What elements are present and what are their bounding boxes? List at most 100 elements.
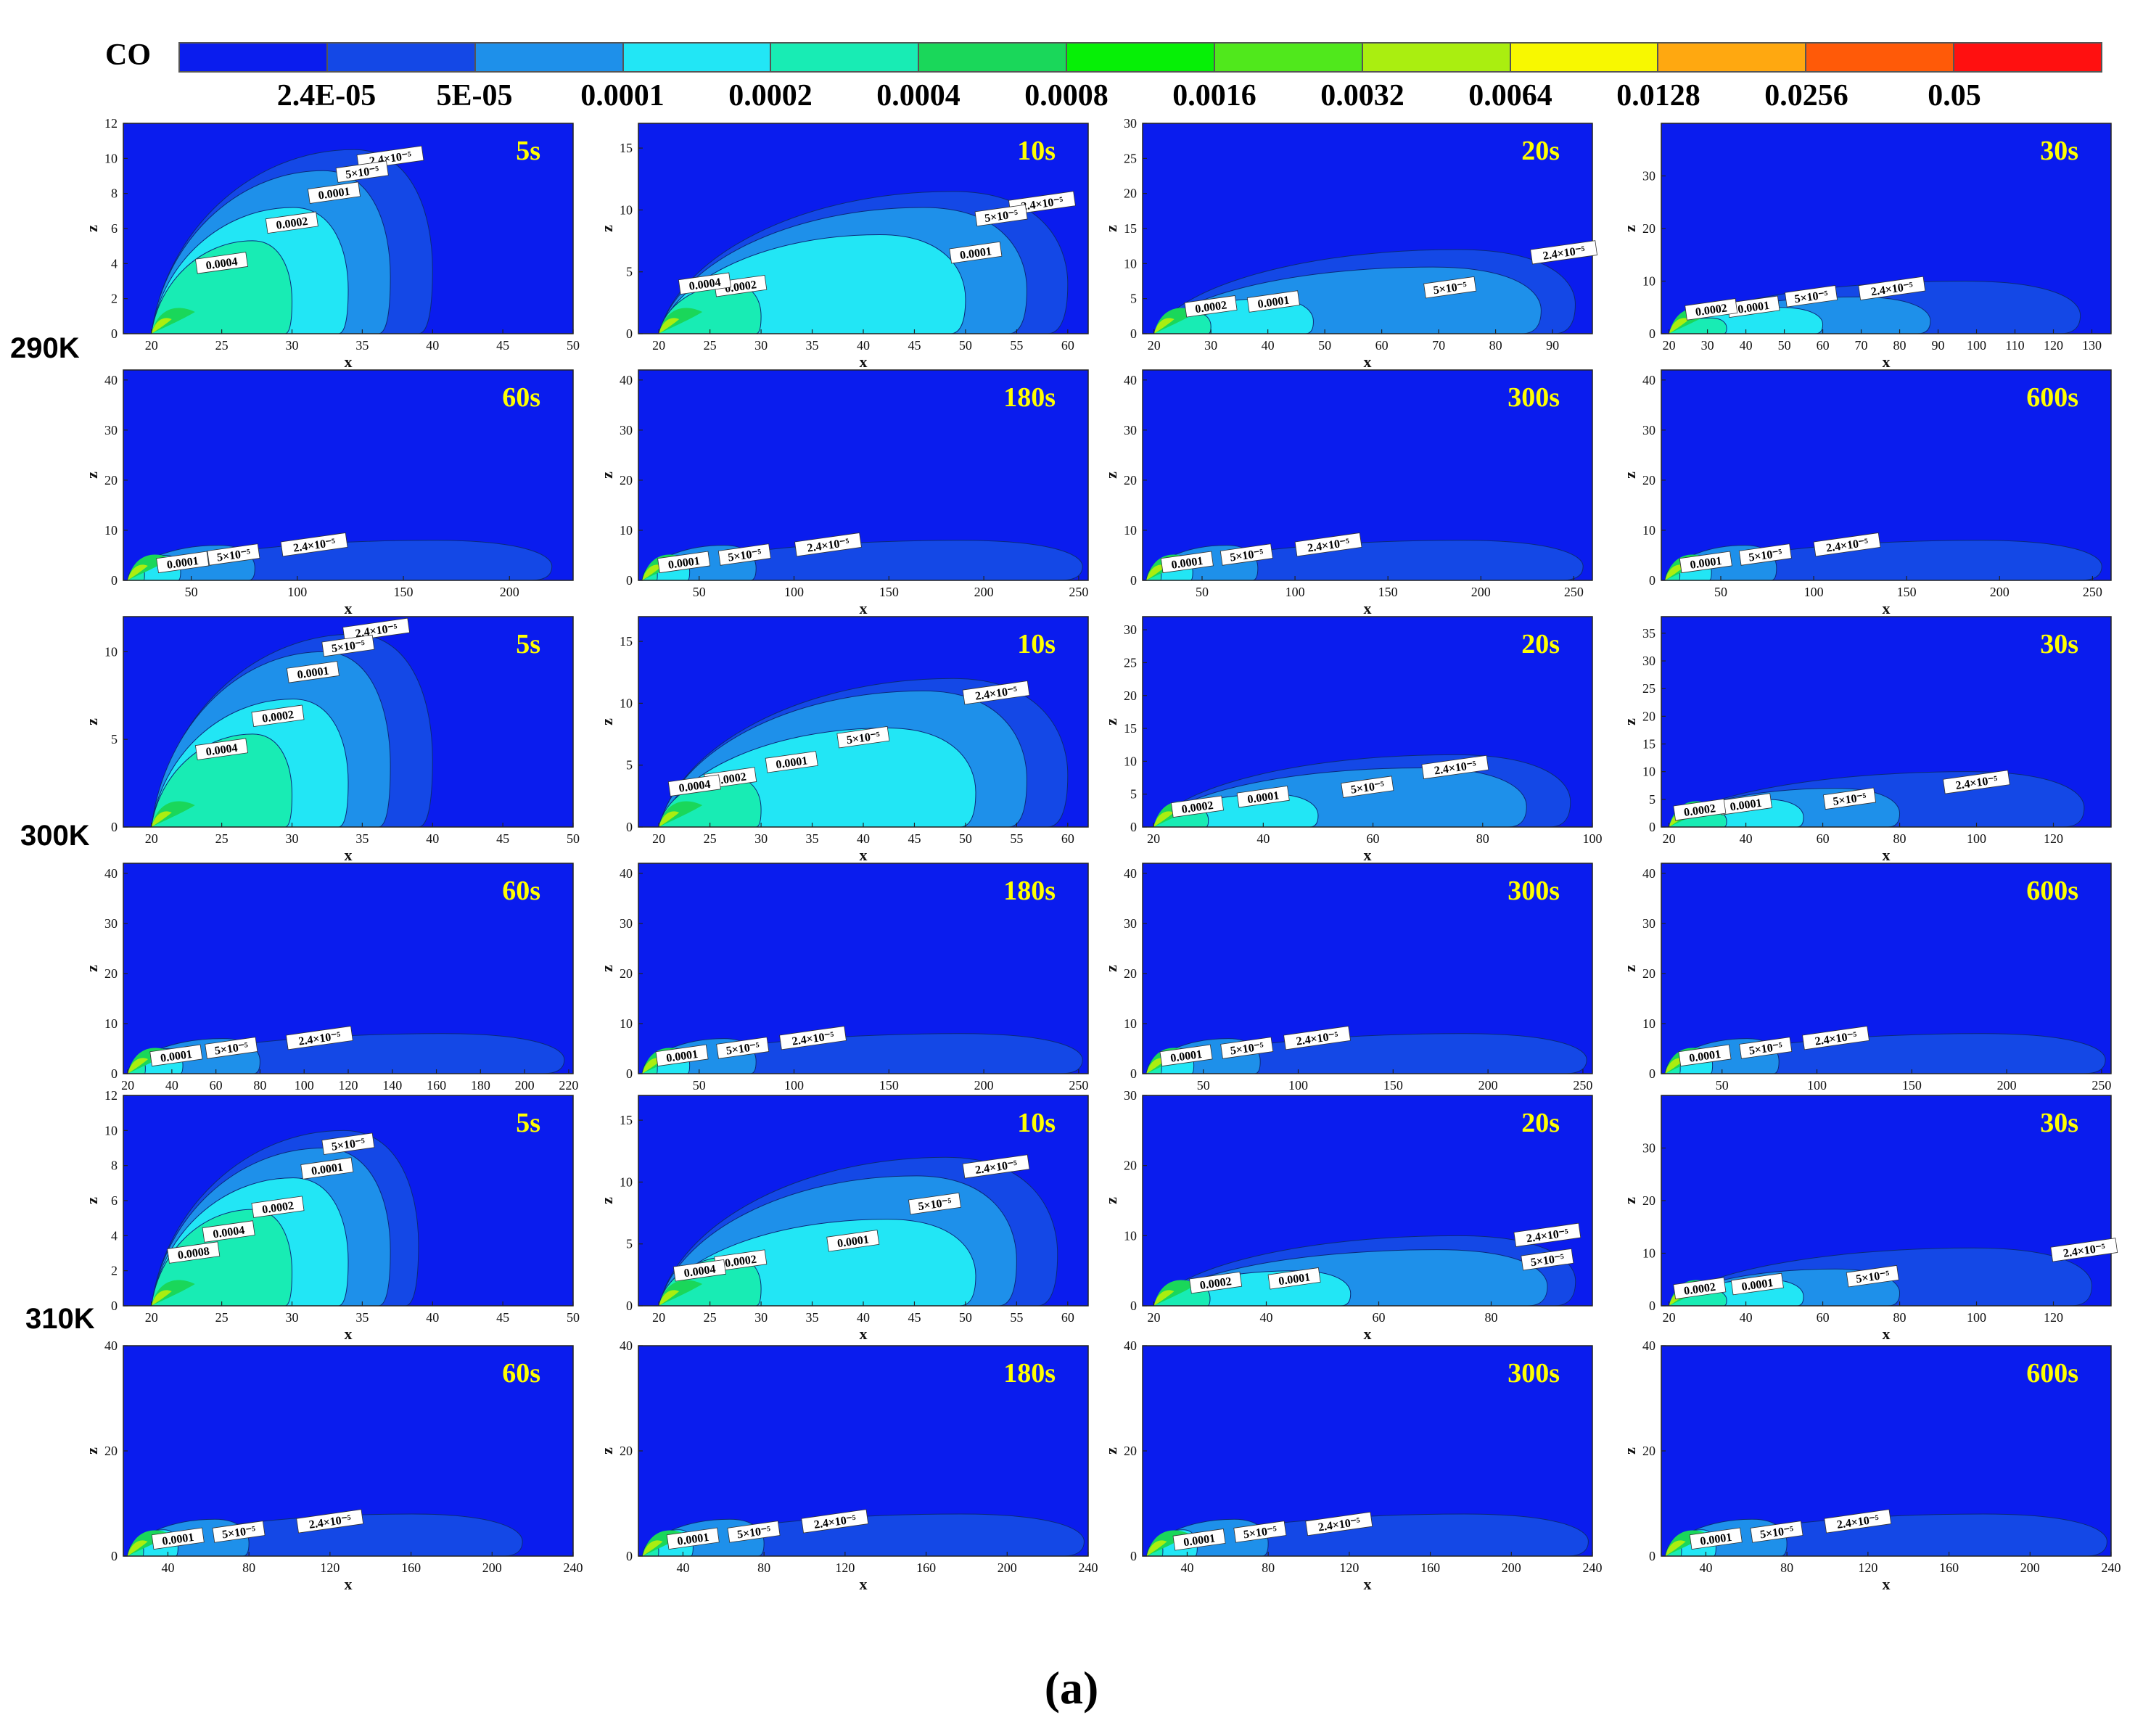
y-tick-label: 30 (1124, 622, 1137, 637)
x-tick-label: 80 (757, 1560, 770, 1575)
y-tick-label: 10 (1124, 523, 1137, 538)
source-core-inner (642, 1540, 663, 1556)
contour-label-box (321, 634, 375, 657)
contour-label: 5×10⁻⁵ (321, 1132, 375, 1155)
y-tick-label: 20 (1124, 1444, 1137, 1458)
source-core (659, 1280, 703, 1306)
y-tick-label: 30 (1642, 423, 1655, 437)
contour-label-box (962, 1154, 1030, 1179)
contour-label-text: 0.0001 (318, 186, 351, 202)
time-label: 10s (1017, 1108, 1056, 1138)
contour-label: 0.0004 (667, 774, 721, 797)
contour-label-text: 0.0001 (1171, 555, 1204, 572)
x-tick-label: 220 (559, 1078, 578, 1093)
y-tick-label: 0 (1130, 326, 1137, 341)
contour-plot-svg: 20 25 30 35 40 45 50 55 60 0 5 10 15 x z 2.4×10⁻⁵ 5×10⁻⁵… (598, 1095, 1089, 1343)
source-core (659, 308, 703, 334)
y-tick-label: 0 (626, 1549, 633, 1563)
y-tick-label: 30 (104, 916, 118, 931)
time-label: 30s (2040, 1108, 2078, 1138)
contour-label: 5×10⁻⁵ (727, 1521, 781, 1543)
x-tick-label: 40 (1740, 1310, 1753, 1325)
source-core-inner (659, 1290, 680, 1306)
y-tick-label: 30 (1124, 916, 1137, 931)
contour-plot-svg: 20406080100120140160180200220010203040xz… (83, 863, 578, 1111)
x-tick-label: 60 (1817, 831, 1830, 846)
y-tick-label: 8 (111, 186, 118, 201)
contour-label-box (826, 1230, 880, 1252)
contour-label-text: 5×10⁻⁵ (918, 1196, 953, 1213)
x-tick-label: 200 (998, 1560, 1017, 1575)
contour-label-box (1750, 1521, 1803, 1543)
source-core-inner (1665, 1540, 1686, 1556)
x-tick-label: 150 (879, 585, 899, 599)
x-tick-label: 50 (959, 831, 972, 846)
contour-label: 2.4×10⁻⁵ (1283, 1026, 1351, 1050)
y-axis-label: z (83, 225, 101, 232)
y-axis-label: z (83, 1197, 101, 1204)
contour-label: 0.0001 (1246, 290, 1300, 313)
y-tick-label: 40 (620, 866, 633, 881)
source-core-inner (659, 318, 680, 334)
x-tick-label: 40 (857, 338, 870, 353)
time-label: 600s (2026, 382, 2078, 413)
x-tick-label: 200 (1997, 1078, 2017, 1093)
contour-label: 5×10⁻⁵ (1521, 1248, 1574, 1271)
y-tick-label: 0 (1130, 1299, 1137, 1313)
contour-label-box (1802, 1026, 1870, 1050)
time-label: 5s (516, 1108, 540, 1138)
y-tick-label: 0 (626, 573, 633, 588)
x-tick-label: 250 (1069, 585, 1088, 599)
contour-label-box (1294, 532, 1362, 557)
x-tick-label: 80 (1485, 1310, 1498, 1325)
source-core (151, 801, 195, 827)
y-tick-label: 20 (1642, 221, 1655, 236)
contour-label: 5×10⁻⁵ (1738, 543, 1792, 566)
contour-label: 5×10⁻⁵ (1341, 776, 1394, 798)
contour-label: 0.0001 (826, 1230, 880, 1252)
x-tick-label: 40 (1180, 1560, 1193, 1575)
source-core-inner (1146, 564, 1167, 580)
time-label: 10s (1017, 629, 1056, 659)
contour-label-text: 0.0004 (678, 778, 712, 795)
time-label: 600s (2026, 1358, 2078, 1389)
y-tick-label: 10 (620, 1016, 633, 1031)
x-tick-label: 150 (879, 1078, 899, 1093)
y-tick-label: 20 (1642, 473, 1655, 488)
contour-label-box (1267, 1267, 1321, 1290)
legend-color-cell (180, 44, 328, 71)
contour-panel: 20406080100120140160180200220010203040xz… (73, 857, 588, 1119)
contour-label-text: 0.0004 (688, 276, 722, 293)
y-tick-label: 10 (104, 1016, 118, 1031)
x-tick-label: 50 (959, 1310, 972, 1325)
plot-frame (638, 863, 1089, 1074)
time-label: 5s (516, 136, 540, 166)
legend-color-cell (1658, 44, 1807, 71)
contour-label: 0.0004 (678, 272, 731, 295)
legend-labels: 2.4E-05 5E-05 0.0001 0.0002 0.0004 0.0008 0.00… (0, 78, 2143, 122)
contour-label-text: 0.0002 (1194, 299, 1227, 316)
contour-label: 0.0002 (251, 704, 305, 727)
x-tick-label: 60 (1373, 1310, 1386, 1325)
x-tick-label: 200 (2020, 1560, 2040, 1575)
contour-label: 5×10⁻⁵ (205, 1037, 258, 1059)
contour-label-box (286, 661, 340, 683)
contour-label: 0.0001 (1236, 786, 1290, 808)
x-tick-label: 80 (242, 1560, 255, 1575)
legend-color-cell (1214, 44, 1363, 71)
contour-label-box (335, 160, 389, 183)
contour-label-text: 0.0001 (665, 1048, 699, 1065)
y-tick-label: 0 (1649, 820, 1655, 834)
contour-label: 0.0001 (1160, 551, 1214, 574)
x-tick-label: 40 (1740, 338, 1753, 353)
contour-label-text: 0.0002 (1683, 1281, 1716, 1298)
contour-label: 0.0002 (1170, 795, 1224, 818)
x-tick-label: 150 (1902, 1078, 1922, 1093)
x-tick-label: 55 (1010, 1310, 1023, 1325)
x-axis-label: x (1364, 599, 1372, 617)
y-tick-label: 0 (1130, 1549, 1137, 1563)
x-tick-label: 240 (564, 1560, 583, 1575)
contour-panel: 20 40 60 80 100 0 5 10 15 20 25 30 x z 2.4×10⁻⁵ 5×10⁻⁵ 0… (1092, 611, 1607, 872)
x-tick-label: 20 (652, 338, 665, 353)
y-tick-label: 20 (1124, 688, 1137, 703)
